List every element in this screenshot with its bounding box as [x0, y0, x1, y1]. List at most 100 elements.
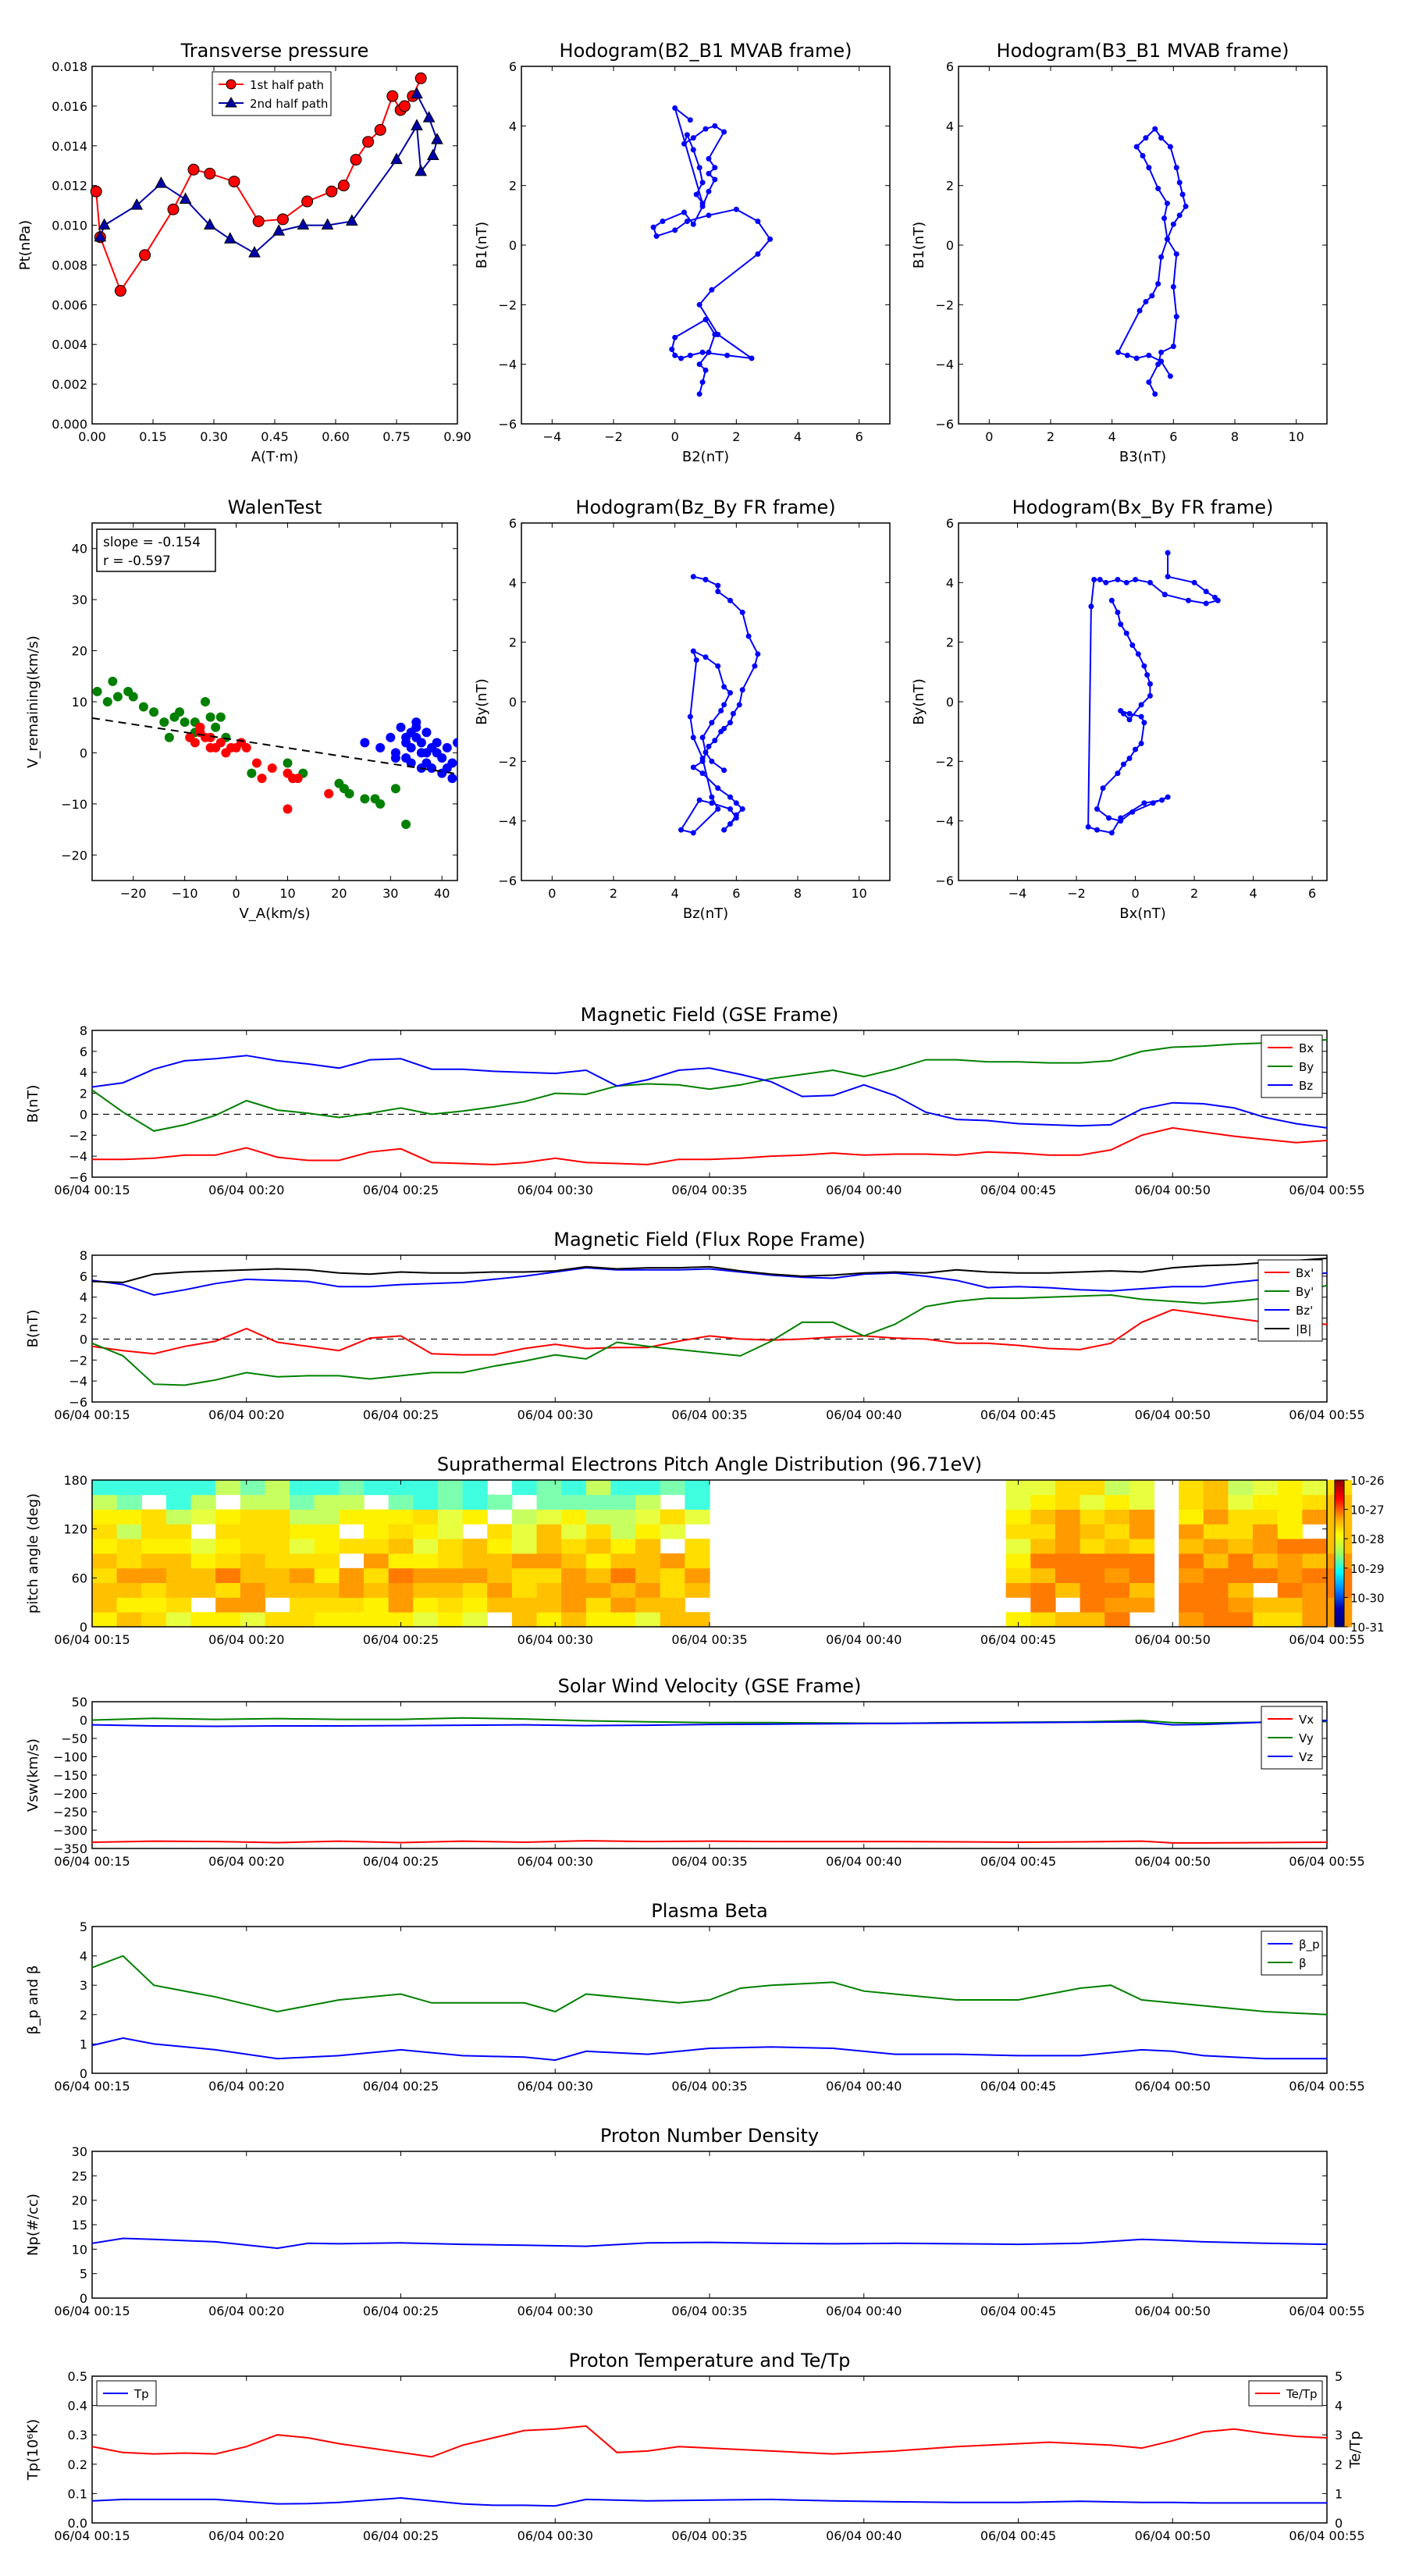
ptemp-ylabel: Tp(10⁶K)	[25, 2419, 41, 2481]
hodo3-point	[699, 756, 706, 762]
pad-cell	[413, 1582, 439, 1598]
tp-ytick-label: 0.002	[52, 377, 87, 392]
pad-time-tick-label: 06/04 00:25	[363, 1632, 439, 1647]
ptemp-y2tick-label: 2	[1335, 2457, 1343, 2472]
vsw-time-tick-label: 06/04 00:30	[518, 1854, 593, 1869]
hodo3-xlabel: Bz(nT)	[683, 906, 728, 922]
pad-cell	[165, 1553, 192, 1569]
pad-cell	[685, 1480, 710, 1496]
np-time-tick-label: 06/04 00:35	[671, 2304, 747, 2318]
tp-frame	[91, 66, 458, 425]
beta-ytick-label: 5	[80, 1920, 87, 1934]
walen-point	[324, 788, 334, 799]
pad-cell	[1228, 1539, 1254, 1554]
pad-cell	[364, 1509, 389, 1525]
hodo3-ytick-label: −6	[498, 873, 517, 888]
mag_fr-legend-label: By'	[1296, 1285, 1314, 1299]
pad-cell	[1055, 1612, 1081, 1628]
pad-cell	[561, 1553, 587, 1569]
hodo2-xtick-label: 6	[1169, 429, 1177, 444]
hodo2-point	[1133, 144, 1140, 150]
hodo2-xtick-label: 10	[1288, 429, 1304, 444]
hodo2-point	[1146, 352, 1152, 358]
pad-cell	[339, 1480, 365, 1496]
ptemp-time-tick-label: 06/04 00:15	[54, 2528, 130, 2543]
pad-cell	[165, 1494, 192, 1510]
pad-cell	[1080, 1480, 1105, 1496]
pad-cell	[437, 1494, 464, 1510]
tp-ytick-label: 0.012	[52, 179, 87, 194]
hodo3-point	[702, 577, 709, 583]
pad-cell	[290, 1582, 315, 1598]
hodo3-point	[690, 764, 696, 770]
mag_gse-time-tick-label: 06/04 00:20	[208, 1183, 284, 1197]
pad-cell	[116, 1597, 142, 1613]
walen-point	[427, 763, 437, 774]
np-ytick-label: 10	[72, 2242, 87, 2257]
walen-point	[283, 758, 293, 768]
ptemp-ytick-label: 0.5	[68, 2369, 87, 2384]
chart-magnetic-field-gse: Magnetic Field (GSE Frame) −6 −4 −2 0 2 4 6 8 06/…	[25, 1004, 1365, 1197]
mag_fr-ytick-label: 8	[80, 1248, 87, 1263]
hodo2-point	[1152, 126, 1158, 132]
pad-cell	[610, 1509, 636, 1525]
tp-point-circle	[386, 90, 399, 102]
pad-cell	[1129, 1597, 1155, 1613]
tp-point-circle	[350, 154, 362, 166]
beta-time-tick-label: 06/04 00:45	[980, 2079, 1056, 2094]
walen-point	[390, 753, 400, 763]
hodo2-point	[1146, 165, 1152, 171]
hodo2-point	[1176, 212, 1183, 219]
pad-cell	[190, 1612, 216, 1628]
hodo3-point	[736, 702, 742, 708]
hodo3-xtick-label: 10	[851, 886, 866, 901]
pad-cell	[1005, 1524, 1031, 1539]
pad-time-tick-label: 06/04 00:50	[1135, 1632, 1211, 1647]
pad-title: Suprathermal Electrons Pitch Angle Distr…	[437, 1453, 982, 1475]
hodo2-xtick-label: 4	[1108, 429, 1116, 444]
np-ytick-label: 20	[72, 2194, 87, 2208]
mag_gse-time-tick-label: 06/04 00:50	[1135, 1183, 1211, 1197]
pad-cell	[1253, 1597, 1279, 1613]
pad-cell	[1277, 1553, 1303, 1569]
walen-point	[211, 722, 221, 732]
pad-cell	[610, 1494, 636, 1510]
pad-cell	[413, 1509, 439, 1525]
pad-cell	[388, 1553, 414, 1569]
pad-cell	[290, 1567, 315, 1583]
beta-ytick-label: 3	[80, 1978, 87, 1993]
np-series-line	[92, 2237, 1327, 2250]
pad-cell	[240, 1597, 266, 1613]
pad-cell	[585, 1480, 612, 1496]
hodo3-point	[715, 785, 721, 792]
hodo3-point	[709, 794, 715, 800]
walen-ytick-label: −20	[61, 848, 87, 863]
ptemp-time-tick-label: 06/04 00:30	[518, 2528, 593, 2543]
pad-cell	[685, 1612, 710, 1628]
hodo1-point	[733, 206, 739, 212]
hodo1-point	[672, 227, 678, 233]
chart-walen-test: WalenTest −20 −10 0 10 20 30 40 −20 −10 0 10 20 30 40 V…	[25, 496, 458, 922]
chart-proton-temperature: Proton Temperature and Te/Tp 0.0 0.1 0.2 0.3…	[25, 2350, 1365, 2543]
walen-point	[190, 738, 200, 748]
hodo1-point	[650, 224, 656, 230]
ptemp-series-line-tp	[92, 2496, 1327, 2507]
mag_gse-ytick-label: −2	[69, 1128, 87, 1143]
walen-xtick-label: −10	[172, 886, 198, 901]
pad-cell	[1030, 1524, 1056, 1539]
hodo4-point	[1088, 603, 1094, 610]
mag_fr-ytick-label: 6	[80, 1269, 87, 1284]
pad-time-tick-label: 06/04 00:35	[671, 1632, 747, 1647]
mag_fr-ylabel: B(nT)	[25, 1310, 41, 1348]
np-time-tick-label: 06/04 00:55	[1289, 2304, 1364, 2318]
pad-time-tick-label: 06/04 00:55	[1289, 1632, 1364, 1647]
pad-cell	[215, 1612, 241, 1628]
pad-cell	[413, 1524, 439, 1539]
hodo1-point	[693, 191, 699, 197]
mag_fr-ytick-label: −4	[69, 1374, 87, 1389]
vsw-ytick-label: −150	[53, 1768, 87, 1783]
pad-cell	[364, 1539, 389, 1554]
ptemp-y2tick-label: 1	[1335, 2486, 1343, 2501]
pad-ytick-label: 120	[63, 1522, 87, 1537]
hodo3-xtick-label: 2	[610, 886, 617, 901]
